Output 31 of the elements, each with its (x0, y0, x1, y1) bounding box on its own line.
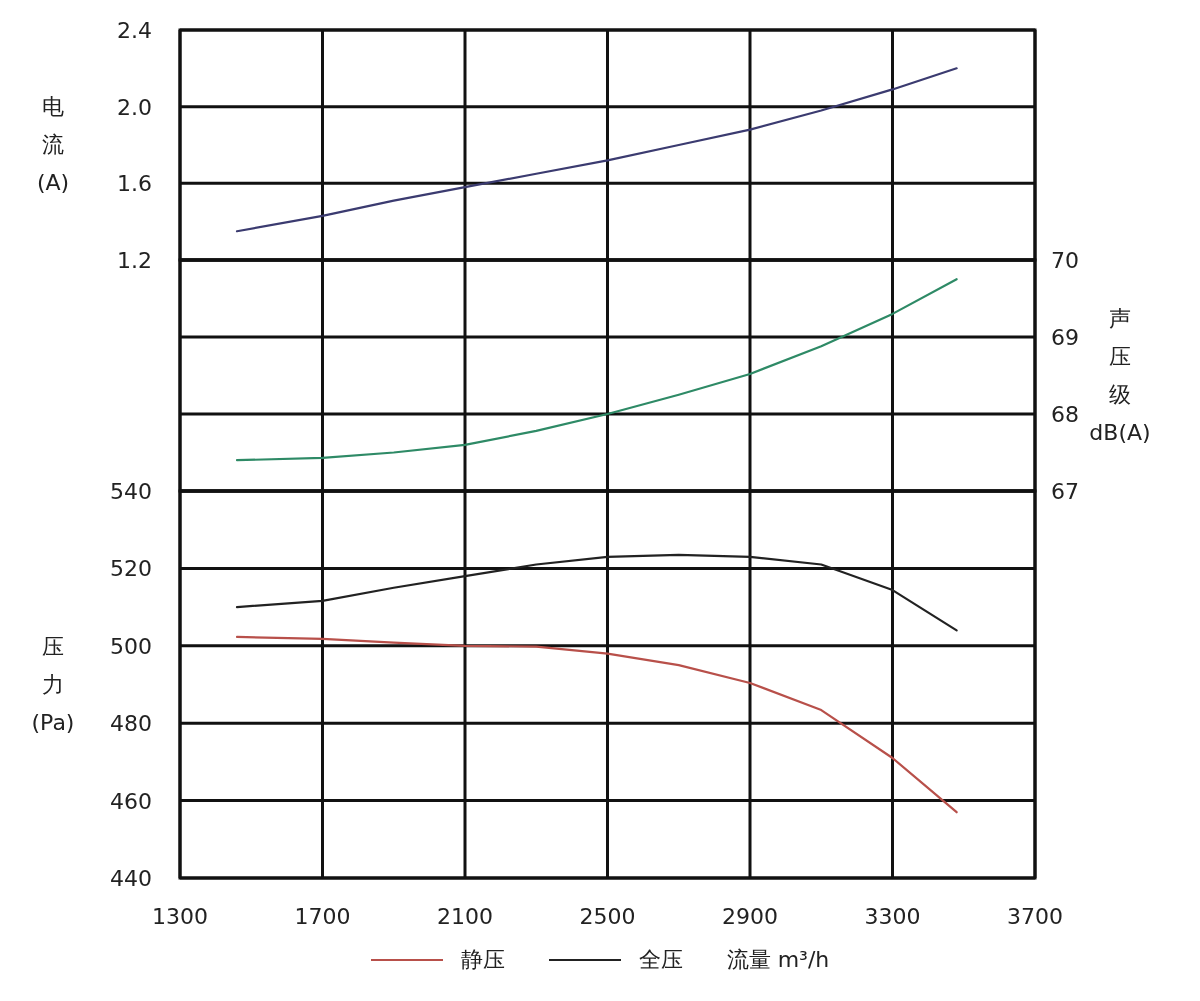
x-tick-label: 2900 (722, 904, 778, 929)
y-tick-label: 2.0 (117, 94, 152, 120)
x-tick-label: 2500 (579, 904, 636, 929)
y-tick-label: 2.4 (117, 18, 152, 43)
y-tick-label: 69 (1051, 325, 1079, 350)
x-tick-label: 3700 (1007, 904, 1063, 929)
y-tick-label: 67 (1051, 479, 1079, 504)
legend-label: 全压 (638, 946, 683, 974)
y-tick-label: 1.2 (117, 248, 152, 273)
line-series (235, 553, 958, 632)
line-series (235, 635, 958, 814)
y-axis-title: 声压级dB(A) (1089, 305, 1151, 445)
legend-label: 静压 (460, 946, 505, 974)
y-tick-label: 70 (1051, 248, 1079, 273)
x-tick-label: 1700 (294, 904, 351, 929)
x-tick-label: 2100 (437, 904, 493, 929)
y-tick-label: 540 (110, 479, 152, 504)
y-tick-label: 440 (110, 866, 152, 891)
y-axis-title: 电流(A) (35, 93, 71, 197)
y-tick-label: 500 (110, 633, 152, 659)
x-axis-title: 流量 m³/h (726, 946, 830, 974)
y-tick-label: 480 (110, 711, 152, 737)
y-tick-label: 68 (1051, 402, 1079, 427)
y-tick-label: 460 (110, 788, 152, 814)
x-tick-label: 3300 (864, 904, 921, 929)
x-tick-label: 1300 (152, 904, 208, 929)
y-tick-label: 520 (110, 556, 152, 582)
line-series (235, 278, 958, 462)
y-tick-label: 1.6 (117, 171, 152, 197)
y-axis-title: 压力(Pa) (30, 632, 76, 737)
line-series (235, 67, 958, 233)
